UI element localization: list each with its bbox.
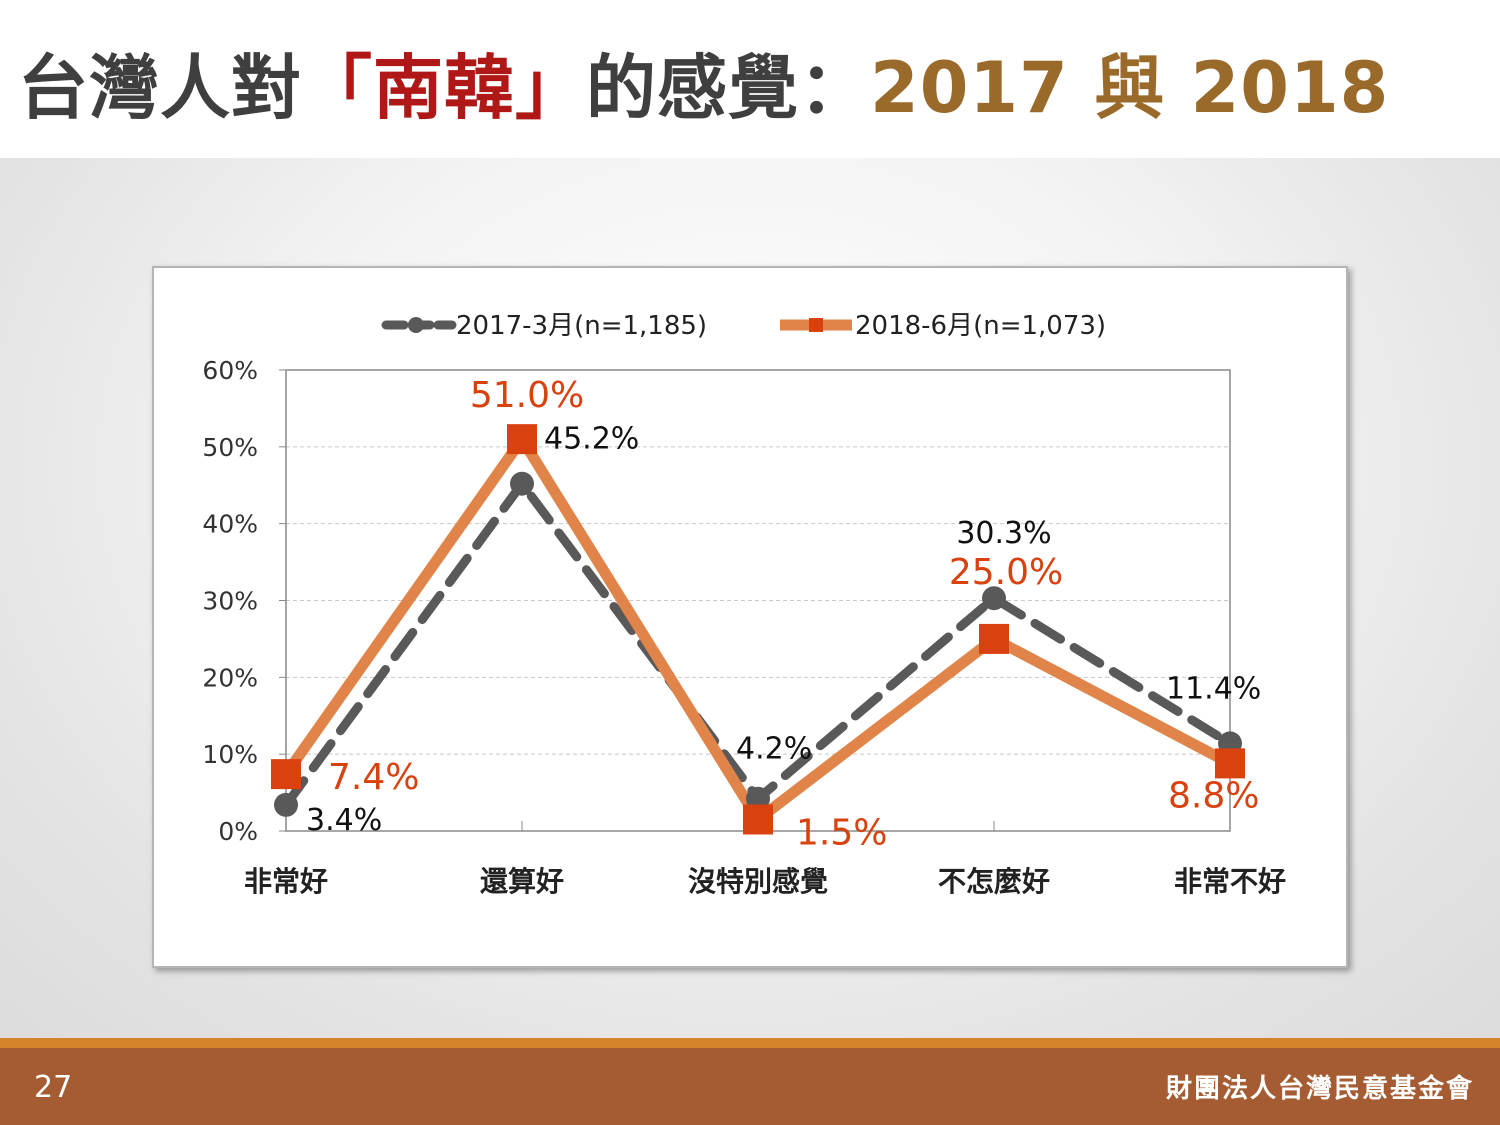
organization-name: 財團法人台灣民意基金會: [1165, 1074, 1474, 1104]
data-label-2018: 8.8%: [1168, 775, 1259, 816]
line-chart: 0% 10% 20% 30% 40% 50% 60% 非常好 還算好 沒特別感覺 不怎麼好 非常不好 3…: [202, 311, 1286, 898]
point-2018: [271, 759, 301, 790]
title-part-3: 的感覺：: [586, 47, 870, 129]
y-tick-label: 0%: [218, 817, 258, 846]
point-2018: [743, 804, 773, 835]
data-label-2017: 30.3%: [956, 516, 1051, 551]
y-tick-label: 60%: [202, 356, 258, 385]
point-2017: [274, 792, 298, 817]
category-label: 沒特別感覺: [688, 865, 828, 898]
data-label-2017: 4.2%: [736, 732, 812, 767]
page-title: 台灣人對「南韓」的感覺：2017 與 2018: [18, 38, 1389, 138]
title-bar: 台灣人對「南韓」的感覺：2017 與 2018: [0, 0, 1500, 158]
data-label-2017: 11.4%: [1166, 671, 1261, 706]
data-label-2018: 25.0%: [949, 552, 1063, 593]
data-label-2018: 7.4%: [328, 757, 419, 798]
category-label: 不怎麼好: [938, 865, 1050, 898]
y-tick-label: 50%: [202, 433, 258, 462]
point-2018: [1215, 748, 1245, 779]
chart-frame: 0% 10% 20% 30% 40% 50% 60% 非常好 還算好 沒特別感覺 不怎麼好 非常不好 3…: [152, 266, 1348, 968]
data-label-2017: 3.4%: [306, 803, 382, 838]
point-2018: [507, 424, 537, 455]
title-part-4: 2017 與 2018: [870, 47, 1390, 129]
legend-marker-2018: [809, 318, 823, 332]
data-label-2018: 1.5%: [796, 812, 887, 853]
point-2017: [510, 471, 534, 496]
legend-label-2017: 2017-3月(n=1,185): [456, 311, 707, 341]
data-label-2018: 51.0%: [470, 375, 584, 416]
y-tick-label: 20%: [202, 663, 258, 692]
title-part-2: 「南韓」: [302, 47, 586, 129]
footer: 27 財團法人台灣民意基金會: [0, 1048, 1500, 1125]
point-2018: [979, 623, 1009, 654]
y-tick-label: 40%: [202, 510, 258, 539]
category-label: 非常不好: [1174, 865, 1286, 898]
page-number: 27: [34, 1070, 73, 1105]
data-label-2017: 45.2%: [544, 422, 639, 457]
category-label: 還算好: [480, 865, 564, 898]
title-part-1: 台灣人對: [18, 47, 302, 129]
footer-accent-line: [0, 1038, 1500, 1048]
category-label: 非常好: [244, 865, 328, 898]
legend-marker-2017: [408, 317, 424, 333]
y-tick-label: 10%: [202, 740, 258, 769]
legend-label-2018: 2018-6月(n=1,073): [855, 311, 1106, 341]
point-2017: [982, 586, 1006, 611]
y-tick-label: 30%: [202, 587, 258, 616]
